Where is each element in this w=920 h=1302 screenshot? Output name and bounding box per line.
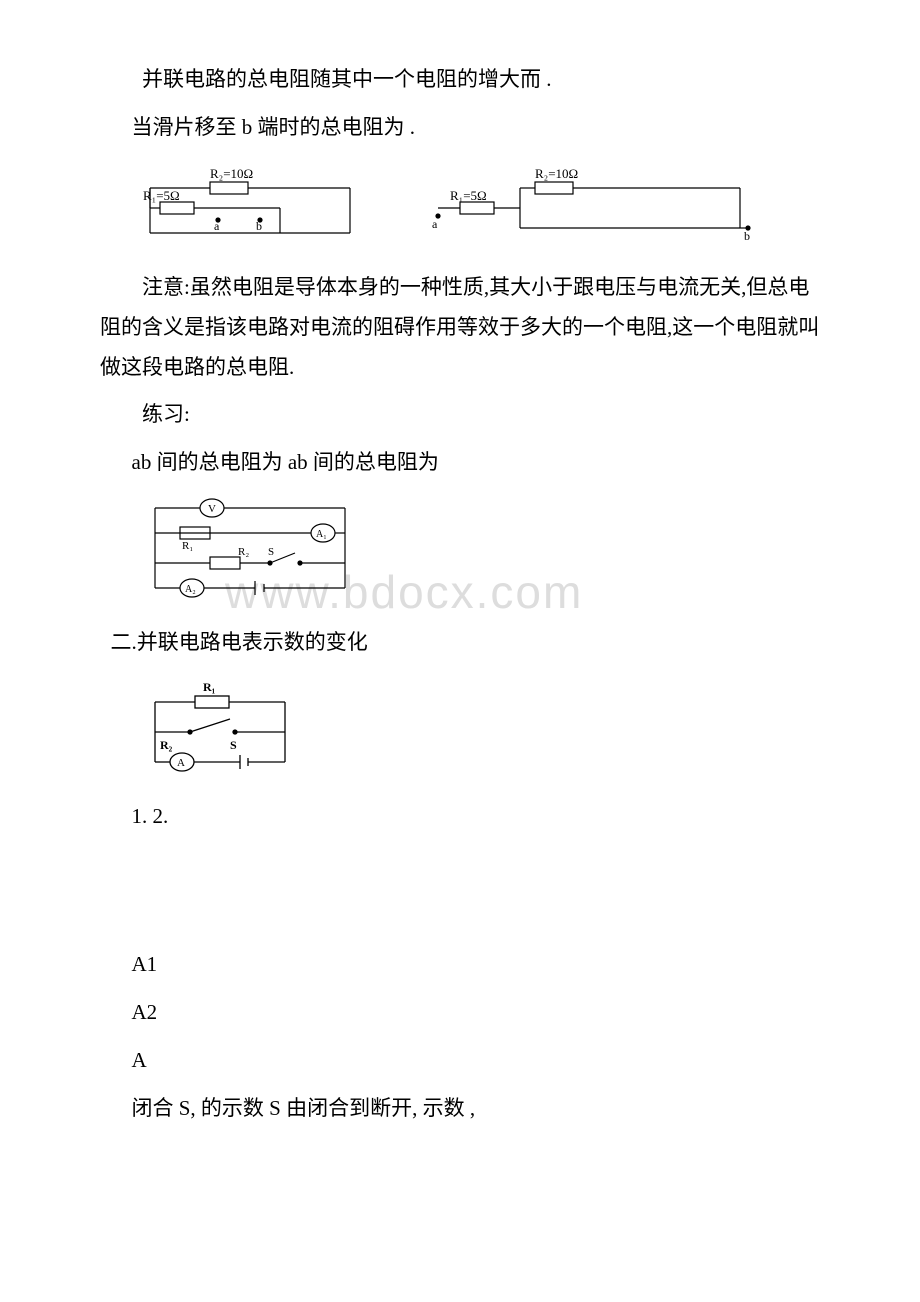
circuit3-r2: R₂: [238, 546, 249, 558]
paragraph-8: 闭合 S, 的示数 S 由闭合到断开, 示数 ,: [100, 1089, 820, 1129]
circuit3-s: S: [268, 546, 274, 558]
paragraph-7: 1. 2.: [100, 797, 820, 837]
text-a: A: [100, 1041, 820, 1081]
circuit3-v: V: [208, 503, 216, 515]
circuit1-a-label: a: [214, 219, 220, 233]
circuit2-b-label: b: [744, 229, 750, 243]
circuit4-r1: R₁: [203, 680, 216, 694]
figures-row-3: R₁ R₂ S A: [140, 677, 820, 777]
circuit4-r2: R₂: [160, 738, 173, 752]
paragraph-note: 注意:虽然电阻是导体本身的一种性质,其大小于跟电压与电流无关,但总电阻的含义是指…: [100, 268, 820, 388]
text-a1: A1: [100, 945, 820, 985]
paragraph-6: 二.并联电路电表示数的变化: [100, 623, 820, 663]
paragraph-2: 当滑片移至 b 端时的总电阻为 .: [100, 108, 820, 148]
paragraph-5: ab 间的总电阻为 ab 间的总电阻为: [100, 443, 820, 483]
circuit-4: R₁ R₂ S A: [140, 677, 300, 777]
circuit-1: R₂=10Ω R₁=5Ω a b: [140, 158, 360, 248]
circuit1-b-label: b: [256, 219, 262, 233]
circuit4-s: S: [230, 738, 237, 752]
text-a2: A2: [100, 993, 820, 1033]
circuit-2: R₂=10Ω R₁=5Ω a b: [420, 158, 760, 248]
circuit-3: V A₁ A₂ R₁ R₂ S: [140, 493, 360, 603]
circuit3-a2: A₂: [185, 584, 196, 595]
figures-row-2: V A₁ A₂ R₁ R₂ S: [140, 493, 820, 603]
circuit2-r1-label: R₁=5Ω: [450, 188, 487, 203]
spacer: [100, 845, 820, 945]
paragraph-1: 并联电路的总电阻随其中一个电阻的增大而 .: [100, 60, 820, 100]
circuit1-r1-label: R₁=5Ω: [143, 188, 180, 203]
circuit3-a1: A₁: [316, 529, 327, 540]
circuit4-a: A: [177, 757, 185, 769]
circuit2-r2-label: R₂=10Ω: [535, 166, 578, 181]
circuit2-a-label: a: [432, 217, 438, 231]
circuit1-r2-label: R₂=10Ω: [210, 166, 253, 181]
paragraph-practice: 练习:: [100, 395, 820, 435]
figures-row-1: R₂=10Ω R₁=5Ω a b: [140, 158, 820, 248]
circuit3-r1: R₁: [182, 540, 193, 552]
